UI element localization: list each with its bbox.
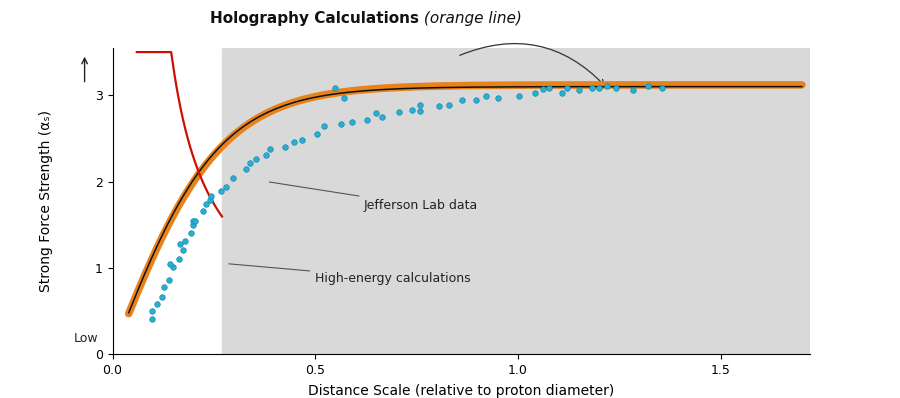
Text: Jefferson Lab data: Jefferson Lab data: [269, 182, 478, 212]
Point: [584, 85, 598, 92]
Y-axis label: Strong Force Strength (αₛ): Strong Force Strength (αₛ): [39, 110, 53, 292]
Point: [328, 85, 342, 92]
Point: [413, 107, 428, 114]
Point: [442, 101, 456, 108]
Text: Holography Calculations: Holography Calculations: [211, 11, 419, 26]
Point: [413, 102, 428, 108]
Point: [560, 85, 574, 91]
Point: [248, 156, 263, 162]
Point: [294, 137, 309, 143]
Point: [479, 93, 493, 99]
Text: Low: Low: [74, 332, 99, 345]
Point: [226, 175, 240, 181]
Point: [278, 144, 293, 150]
Point: [542, 85, 556, 92]
Point: [203, 193, 218, 199]
Point: [287, 139, 302, 145]
Point: [527, 90, 542, 96]
Point: [334, 121, 348, 127]
Point: [469, 97, 483, 103]
Point: [172, 256, 186, 262]
Point: [220, 184, 234, 190]
Point: [163, 261, 177, 267]
Point: [431, 102, 446, 109]
Point: [626, 87, 640, 93]
Point: [173, 240, 187, 247]
Point: [258, 152, 273, 158]
Point: [162, 277, 176, 283]
Point: [145, 316, 159, 322]
Point: [641, 82, 655, 89]
Point: [166, 264, 181, 270]
Point: [195, 207, 210, 214]
Point: [609, 85, 624, 91]
Point: [310, 131, 325, 137]
Point: [243, 160, 257, 167]
Point: [186, 222, 201, 228]
Point: [155, 294, 169, 300]
Point: [214, 187, 229, 194]
Point: [572, 87, 586, 93]
Point: [199, 201, 213, 207]
Point: [392, 109, 407, 115]
Point: [555, 90, 570, 96]
Point: [239, 166, 254, 172]
Bar: [222, 48, 810, 354]
Point: [369, 110, 383, 117]
Text: (orange line): (orange line): [419, 11, 522, 26]
Point: [536, 86, 550, 92]
Point: [263, 146, 277, 152]
Point: [511, 93, 526, 99]
Point: [337, 95, 351, 101]
Point: [178, 238, 193, 244]
Point: [157, 284, 171, 291]
Point: [317, 123, 331, 129]
Point: [455, 96, 470, 103]
Point: [491, 95, 505, 101]
Point: [184, 230, 198, 236]
Point: [359, 117, 374, 123]
Point: [655, 85, 670, 91]
Point: [591, 84, 606, 91]
Point: [599, 83, 614, 90]
Point: [187, 218, 202, 224]
Point: [405, 107, 419, 113]
Point: [150, 301, 165, 308]
Point: [145, 308, 159, 314]
Point: [345, 119, 359, 125]
Point: [374, 114, 389, 121]
Point: [203, 197, 218, 203]
Point: [176, 247, 190, 253]
X-axis label: Distance Scale (relative to proton diameter): Distance Scale (relative to proton diame…: [308, 384, 615, 398]
Point: [186, 218, 201, 224]
Text: High-energy calculations: High-energy calculations: [229, 264, 471, 285]
